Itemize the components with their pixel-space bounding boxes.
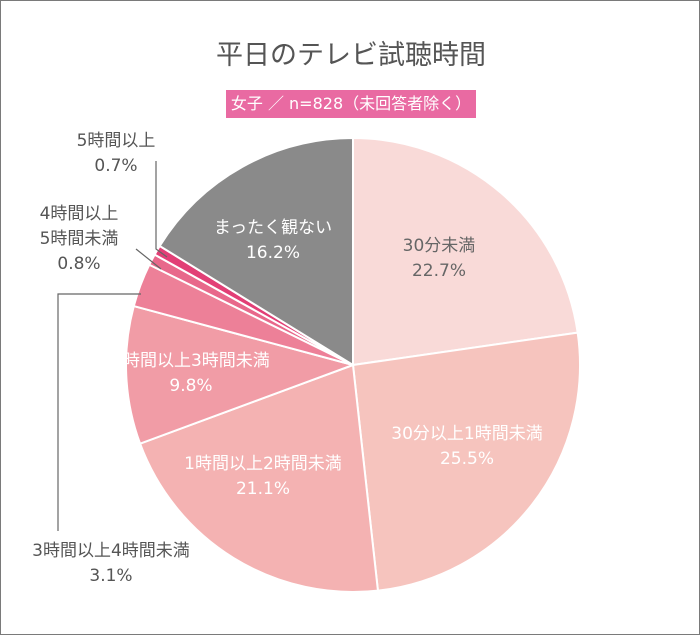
slice-value-label: 0.8% <box>57 254 100 274</box>
chart-title: 平日のテレビ試聴時間 <box>216 40 486 71</box>
slice-name-label: 1時間以上2時間未満 <box>184 454 342 474</box>
leader-line <box>135 248 162 270</box>
leader-line <box>155 161 168 258</box>
slice-value-label: 9.8% <box>169 376 212 396</box>
slice-value-label: 22.7% <box>412 261 466 281</box>
slice-name-label: 5時間未満 <box>40 229 119 249</box>
slice-name-label: まったく観ない <box>214 218 332 238</box>
slice-value-label: 21.1% <box>236 479 290 499</box>
slice-name-label: 4時間以上 <box>40 204 119 224</box>
slice-name-label: 30分未満 <box>403 236 476 256</box>
leader-line <box>57 293 141 531</box>
slice-name-label: 30分以上1時間未満 <box>391 424 542 444</box>
pie-slice <box>351 331 581 592</box>
slice-value-label: 3.1% <box>89 566 132 586</box>
pie-slice <box>158 136 354 367</box>
slice-name-label: 3時間以上4時間未満 <box>32 541 190 561</box>
pie-slice <box>125 304 357 445</box>
slice-value-label: 25.5% <box>440 449 494 469</box>
slice-value-label: 16.2% <box>246 243 300 263</box>
slice-value-label: 0.7% <box>94 156 137 176</box>
pie-slice <box>352 136 579 367</box>
slice-name-label: 5時間以上 <box>77 131 156 151</box>
subtitle-badge: 女子 ／ n=828（未回答者除く） <box>226 90 476 118</box>
slice-name-label: 2時間以上3時間未満 <box>112 351 270 371</box>
